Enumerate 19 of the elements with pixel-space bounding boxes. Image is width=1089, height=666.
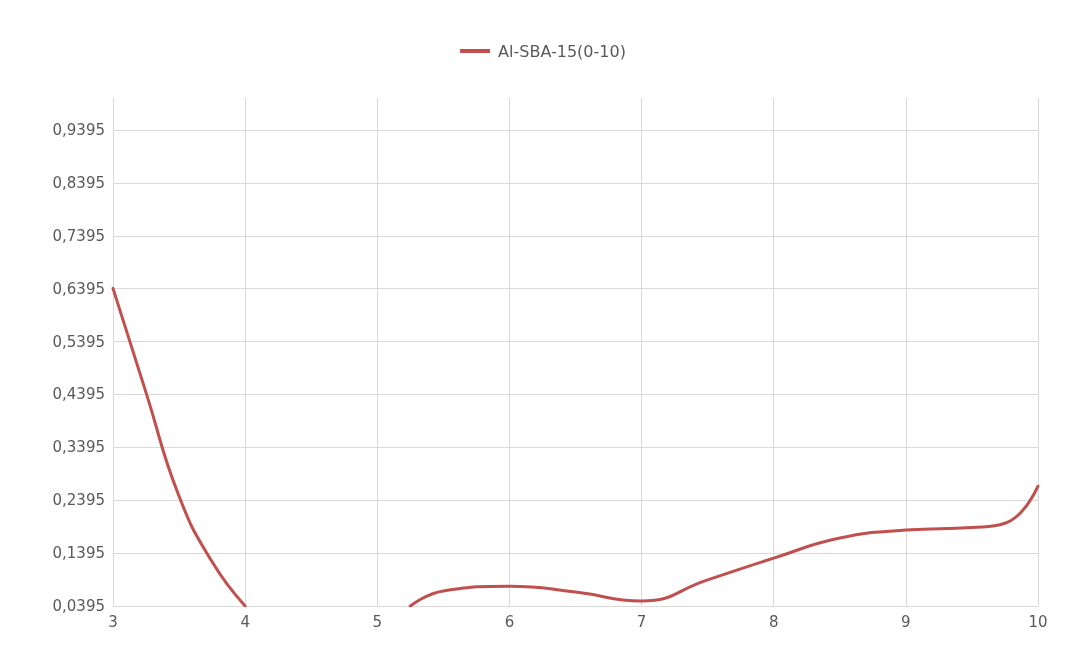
legend-label: Al-SBA-15(0-10)	[498, 41, 626, 61]
x-tick-label: 4	[240, 612, 250, 631]
x-tick-label: 5	[372, 612, 383, 631]
y-tick-label: 0,7395	[52, 226, 105, 245]
y-tick-label: 0,9395	[52, 121, 105, 139]
y-tick-label: 0,5395	[52, 332, 105, 351]
x-tick-label: 9	[901, 612, 911, 631]
y-tick-label: 0,0395	[52, 597, 105, 615]
x-tick-label: 10	[1028, 612, 1048, 631]
x-tick-label: 8	[768, 612, 779, 631]
y-tick-label: 0,6395	[52, 279, 105, 298]
y-tick-label: 0,2395	[52, 491, 105, 510]
y-tick-label: 0,8395	[52, 173, 105, 192]
x-tick-label: 7	[636, 612, 647, 631]
y-tick-label: 0,4395	[52, 385, 105, 404]
y-tick-label: 0,1395	[52, 544, 105, 563]
x-tick-label: 6	[504, 612, 515, 631]
y-tick-label: 0,3395	[52, 438, 105, 457]
x-tick-label: 3	[108, 612, 118, 631]
